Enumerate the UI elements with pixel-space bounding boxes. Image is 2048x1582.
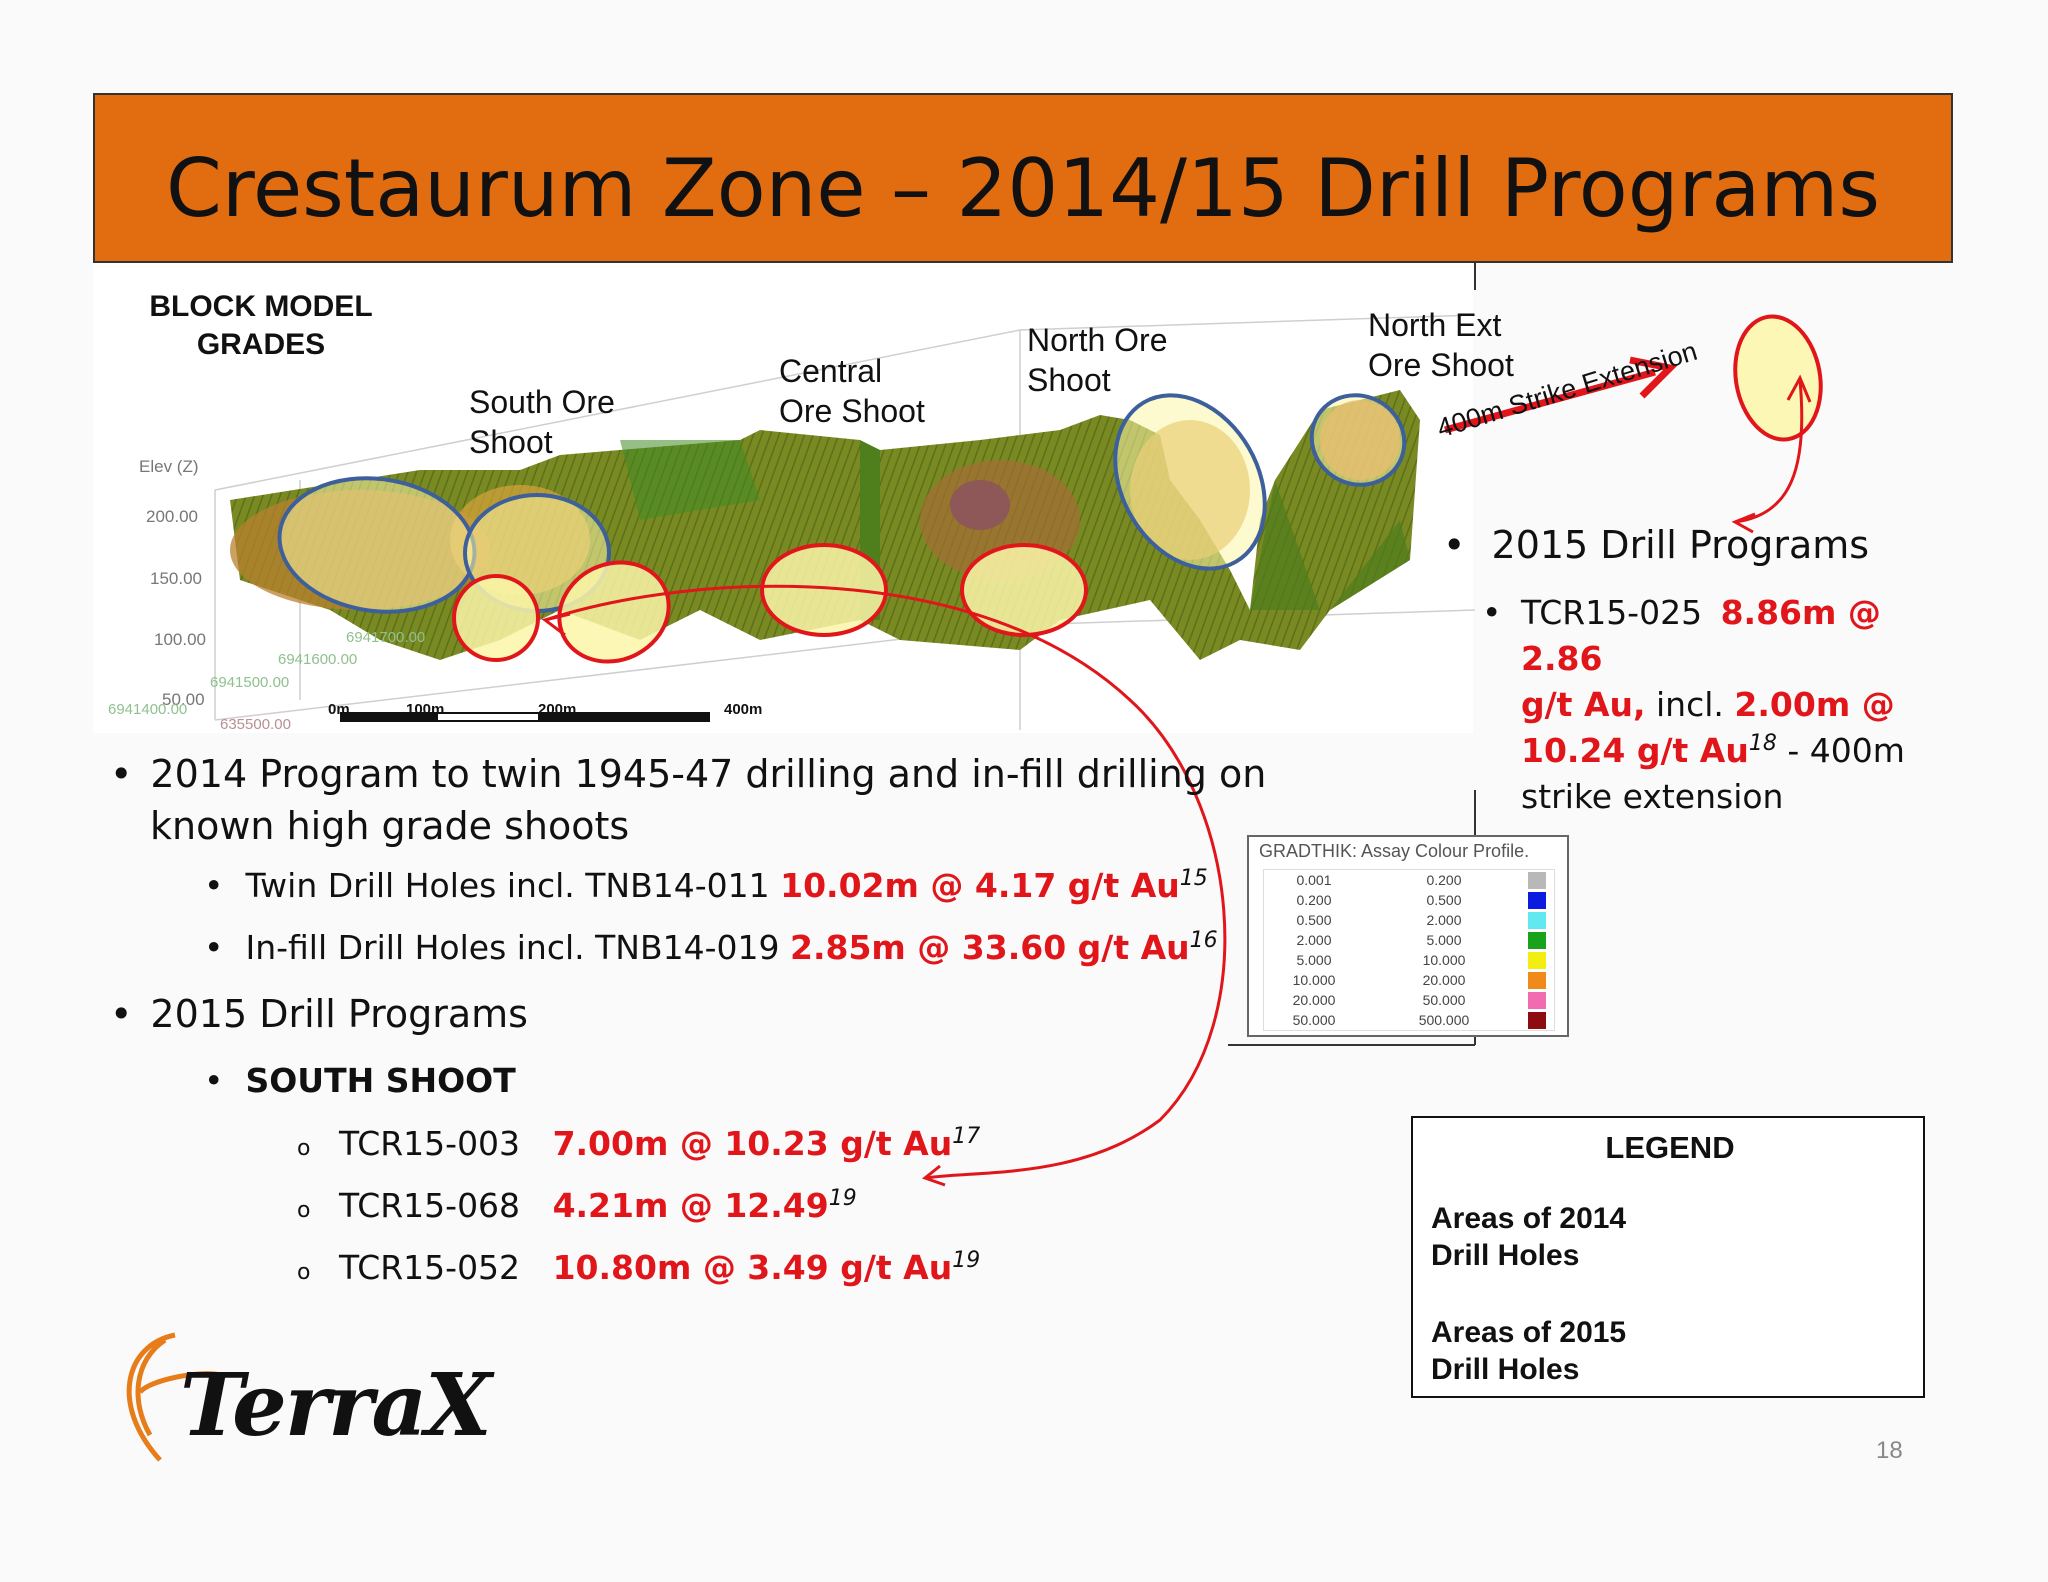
assay-colour-swatch: [1528, 891, 1546, 909]
elev-tick-200: 200.00: [146, 507, 198, 526]
hole-row-1: o TCR15-003 7.00m @ 10.23 g/t Au17: [297, 1124, 981, 1163]
northing-tick-2: 6941600.00: [278, 651, 358, 668]
title-bar: Crestaurum Zone – 2014/15 Drill Programs: [93, 93, 1953, 263]
tcr15-025-result: TCR15-025 8.86m @ 2.86 g/t Au, incl. 2.0…: [1521, 593, 1905, 816]
assay-from-value: 10.000: [1292, 972, 1336, 988]
elev-tick-50: 50.00: [162, 690, 205, 709]
scale-label-400: 400m: [724, 701, 763, 718]
bullet-icon: •: [1443, 523, 1466, 567]
assay-to-value: 5.000: [1426, 932, 1462, 948]
page-number: 18: [1876, 1437, 1903, 1464]
assay-colour-swatch: [1528, 931, 1546, 949]
assay-colour-profile: GRADTHIK: Assay Colour Profile. 0.001 0.2…: [1247, 835, 1569, 1037]
area-2015-north: [960, 543, 1088, 637]
label-central-ore-shoot: Central Ore Shoot: [779, 353, 925, 429]
assay-from-value: 50.000: [1292, 1012, 1336, 1028]
right-sub-bullet: •: [1482, 590, 1501, 636]
areas-2015: [452, 314, 1823, 664]
scale-label-0: 0m: [328, 701, 350, 718]
label-north-ext-ore-shoot: North Ext Ore Shoot: [1368, 307, 1514, 383]
connector-arrows: [541, 374, 1812, 1187]
bullet-2014-program: • 2014 Program to twin 1945-47 drilling a…: [110, 752, 1267, 848]
assay-to-value: 2.000: [1426, 912, 1462, 928]
terrax-logo: TerraX: [180, 1355, 492, 1456]
assay-row: 10.000 20.000: [1264, 970, 1554, 990]
south-shoot-heading: • SOUTH SHOOT: [204, 1061, 516, 1100]
area-2015-north-ext: [1733, 314, 1823, 442]
strike-extension-arrow: [1444, 356, 1678, 434]
elev-tick-100: 100.00: [154, 630, 206, 649]
assay-from-value: 0.500: [1296, 912, 1332, 928]
arrow-to-north-ext: [1734, 379, 1804, 524]
assay-row: 5.000 10.000: [1264, 950, 1554, 970]
elev-tick-150: 150.00: [150, 569, 202, 588]
assay-colour-swatch: [1528, 971, 1546, 989]
page-title: Crestaurum Zone – 2014/15 Drill Programs: [165, 141, 1881, 235]
assay-to-value: 10.000: [1422, 952, 1466, 968]
assay-colour-swatch: [1528, 951, 1546, 969]
northing-tick-1: 6941700.00: [346, 629, 426, 646]
area-2014-north: [1113, 393, 1267, 571]
assay-colour-swatch: [1528, 911, 1546, 929]
easting-tick: 635500.00: [220, 716, 291, 733]
assay-colour-swatch: [1528, 871, 1546, 889]
area-2014-north-ext: [1309, 393, 1407, 487]
assay-to-value: 50.000: [1422, 992, 1466, 1008]
hole-row-3: o TCR15-052 10.80m @ 3.49 g/t Au19: [297, 1248, 981, 1287]
logo-swoosh-icon: [126, 1332, 221, 1462]
assay-from-value: 0.001: [1296, 872, 1332, 888]
assay-row: 0.001 0.200: [1264, 870, 1554, 890]
assay-from-value: 0.200: [1296, 892, 1332, 908]
assay-from-value: 20.000: [1292, 992, 1336, 1008]
scale-label-200: 200m: [538, 701, 577, 718]
right-panel-heading: 2015 Drill Programs: [1491, 523, 1870, 567]
twin-drill-holes: • Twin Drill Holes incl. TNB14-011 10.02m…: [204, 866, 1208, 905]
northing-tick-4: 6941400.00: [108, 701, 188, 718]
assay-from-value: 5.000: [1296, 952, 1332, 968]
label-south-ore-shoot: South Ore Shoot: [469, 384, 615, 460]
assay-row: 50.000 500.000: [1264, 1010, 1554, 1030]
assay-from-value: 2.000: [1296, 932, 1332, 948]
legend-title: LEGEND: [1605, 1130, 1735, 1165]
assay-title: GRADTHIK: Assay Colour Profile.: [1259, 841, 1530, 861]
assay-to-value: 500.000: [1418, 1012, 1470, 1028]
legend-item-2014: Areas of 2014 Drill Holes: [1431, 1202, 1627, 1272]
assay-row: 20.000 50.000: [1264, 990, 1554, 1010]
assay-row: 2.000 5.000: [1264, 930, 1554, 950]
label-north-ore-shoot: North Ore Shoot: [1027, 322, 1168, 398]
legend-item-2015: Areas of 2015 Drill Holes: [1431, 1316, 1627, 1386]
scale-bar: [340, 712, 710, 722]
block-model-label: BLOCK MODEL GRADES: [149, 290, 373, 361]
assay-colour-swatch: [1528, 991, 1546, 1009]
area-2015-south-1: [452, 574, 540, 662]
legend-box: LEGEND Areas of 2014 Drill Holes Areas of…: [1411, 1116, 1925, 1398]
bullet-2015-programs: • 2015 Drill Programs: [110, 992, 528, 1036]
elev-axis-label: Elev (Z): [139, 457, 199, 476]
assay-to-value: 20.000: [1422, 972, 1466, 988]
infill-drill-holes: • In-fill Drill Holes incl. TNB14-019 2.8…: [204, 928, 1218, 967]
assay-colour-swatch: [1528, 1011, 1546, 1029]
assay-row: 0.200 0.500: [1264, 890, 1554, 910]
assay-to-value: 0.200: [1426, 872, 1462, 888]
assay-row: 0.500 2.000: [1264, 910, 1554, 930]
right-bullet-2015: • 2015 Drill Programs: [1443, 523, 1869, 567]
scale-label-100: 100m: [406, 701, 445, 718]
assay-to-value: 0.500: [1426, 892, 1462, 908]
sub-bullet-icon: •: [1482, 593, 1502, 632]
area-2015-south-2: [557, 560, 671, 664]
hole-row-2: o TCR15-068 4.21m @ 12.4919: [297, 1186, 857, 1225]
northing-tick-3: 6941500.00: [210, 674, 290, 691]
area-2015-central: [760, 543, 888, 637]
arrow-to-south-shoot: [544, 584, 1227, 1180]
